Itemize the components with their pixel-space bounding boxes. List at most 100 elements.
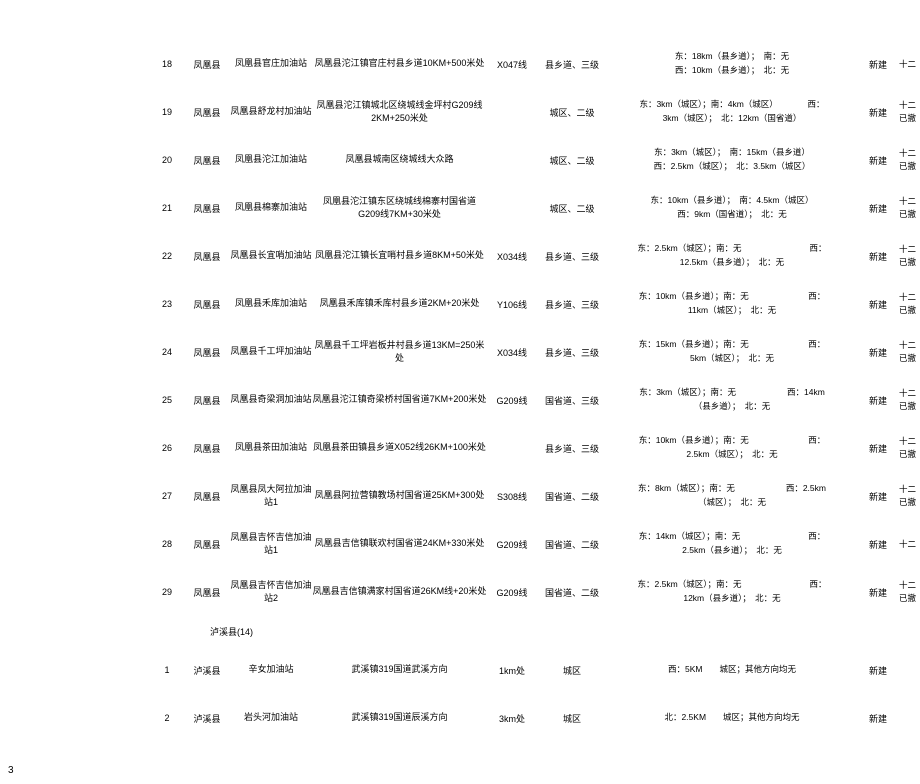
class-cell: 城区 (537, 664, 607, 677)
build-status: 新建 (863, 490, 893, 503)
distance-line-2: （城区）； 北：无 (607, 496, 857, 510)
station-name: 凤凰县沱江加油站 (230, 153, 312, 167)
distance-line-2: 5km（城区）； 北：无 (607, 352, 857, 366)
table-row: 22凤凰县凤凰县长宜哨加油站凤凰县沱江镇长宜哨村县乡道8KM+50米处X034线… (0, 232, 920, 280)
distance-line-2: 西：9km（国省道）； 北：无 (607, 208, 857, 222)
table-row: 25凤凰县凤凰县奇梁洞加油站凤凰县沱江镇奇梁桥村国省道7KM+200米处G209… (0, 376, 920, 424)
station-name: 辛女加油站 (230, 663, 312, 677)
table-row: 18凤凰县凤凰县官庄加油站凤凰县沱江镇官庄村县乡道10KM+500米处X047线… (0, 40, 920, 88)
notes-cell: 十二 (899, 58, 919, 71)
distance-line-2: 11km（城区）； 北：无 (607, 304, 857, 318)
notes-cell: 十二 已撤 (899, 99, 919, 125)
location-cell: 凤凰县吉信镇满家村国省道26KM线+20米处 (312, 585, 487, 599)
class-cell: 国省道、三级 (537, 394, 607, 407)
road-code: G209线 (487, 586, 537, 599)
distance-line-1: 东：18km（县乡道）； 南：无 (607, 50, 857, 64)
table-row: 21凤凰县凤凰县棉寨加油站凤凰县沱江镇东区绕城线棉寨村国省道G209线7KM+3… (0, 184, 920, 232)
table-row: 27凤凰县凤凰县凤大阿拉加油站1凤凰县阿拉营镇教场村国省道25KM+300处S3… (0, 472, 920, 520)
location-cell: 凤凰县茶田镇县乡道X052线26KM+100米处 (312, 441, 487, 455)
section-header-label: 泸溪县(14) (210, 625, 253, 638)
distance-cell: 东：3km（城区）；南：无 西：14km（县乡道）； 北：无 (607, 386, 857, 413)
distance-line-2: 2.5km（县乡道）； 北：无 (607, 544, 857, 558)
station-name: 凤凰县长宜哨加油站 (230, 249, 312, 263)
class-cell: 城区、二级 (537, 106, 607, 119)
station-name: 凤凰县奇梁洞加油站 (230, 393, 312, 407)
distance-cell: 东：10km（县乡道）；南：无 西：11km（城区）； 北：无 (607, 290, 857, 317)
build-status: 新建 (863, 538, 893, 551)
distance-cell: 东：3km（城区）； 南：15km（县乡道）西：2.5km（城区）； 北：3.5… (607, 146, 857, 173)
distance-line-1: 东：10km（县乡道）；南：无 西： (607, 434, 857, 448)
main-rows: 18凤凰县凤凰县官庄加油站凤凰县沱江镇官庄村县乡道10KM+500米处X047线… (0, 40, 920, 616)
row-index: 20 (150, 155, 184, 165)
row-index: 2 (150, 713, 184, 723)
class-cell: 城区、二级 (537, 202, 607, 215)
station-name: 凤凰县禾库加油站 (230, 297, 312, 311)
distance-cell: 东：2.5km（城区）；南：无 西：12km（县乡道）； 北：无 (607, 578, 857, 605)
location-cell: 凤凰县阿拉营镇教场村国省道25KM+300处 (312, 489, 487, 503)
row-index: 19 (150, 107, 184, 117)
build-status: 新建 (863, 250, 893, 263)
secondary-rows: 1泸溪县辛女加油站武溪镇319国道武溪方向1km处城区西：5KM 城区；其他方向… (0, 646, 920, 742)
road-code: Y106线 (487, 298, 537, 311)
distance-line-1: 西：5KM 城区；其他方向均无 (607, 663, 857, 677)
build-status: 新建 (863, 58, 893, 71)
notes-cell: 十二 已撤 (899, 195, 919, 221)
table-row: 19凤凰县凤凰县舒龙村加油站凤凰县沱江镇城北区绕城线金坪村G209线2KM+25… (0, 88, 920, 136)
table-row: 24凤凰县凤凰县千工坪加油站凤凰县千工坪岩板井村县乡道13KM=250米处X03… (0, 328, 920, 376)
row-index: 18 (150, 59, 184, 69)
notes-cell: 十二 已撤 (899, 291, 919, 317)
notes-cell: 十二 已撤 (899, 387, 919, 413)
build-status: 新建 (863, 586, 893, 599)
class-cell: 县乡道、三级 (537, 58, 607, 71)
section-header-row: 泸溪县(14) (0, 616, 920, 646)
class-cell: 县乡道、三级 (537, 346, 607, 359)
row-index: 28 (150, 539, 184, 549)
distance-cell: 北：2.5KM 城区；其他方向均无 (607, 711, 857, 725)
location-cell: 凤凰县沱江镇东区绕城线棉寨村国省道G209线7KM+30米处 (312, 195, 487, 222)
county-cell: 凤凰县 (184, 58, 230, 71)
distance-line-1: 北：2.5KM 城区；其他方向均无 (607, 711, 857, 725)
distance-line-1: 东：2.5km（城区）；南：无 西： (607, 242, 857, 256)
notes-cell: 十二 已撤 (899, 435, 919, 461)
class-cell: 国省道、二级 (537, 490, 607, 503)
location-cell: 凤凰县吉信镇联欢村国省道24KM+330米处 (312, 537, 487, 551)
row-index: 26 (150, 443, 184, 453)
distance-line-2: 12km（县乡道）； 北：无 (607, 592, 857, 606)
distance-line-1: 东：3km（城区）；南：4km（城区） 西： (607, 98, 857, 112)
road-code: G209线 (487, 394, 537, 407)
distance-line-2: 西：2.5km（城区）； 北：3.5km（城区） (607, 160, 857, 174)
class-cell: 国省道、二级 (537, 586, 607, 599)
table-row: 23凤凰县凤凰县禾库加油站凤凰县禾库镇禾库村县乡道2KM+20米处Y106线县乡… (0, 280, 920, 328)
row-index: 24 (150, 347, 184, 357)
distance-cell: 东：3km（城区）；南：4km（城区） 西：3km（城区）； 北：12km（国省… (607, 98, 857, 125)
class-cell: 城区 (537, 712, 607, 725)
table-row: 20凤凰县凤凰县沱江加油站凤凰县城南区绕城线大众路城区、二级东：3km（城区）；… (0, 136, 920, 184)
table-row: 1泸溪县辛女加油站武溪镇319国道武溪方向1km处城区西：5KM 城区；其他方向… (0, 646, 920, 694)
location-cell: 凤凰县沱江镇城北区绕城线金坪村G209线2KM+250米处 (312, 99, 487, 126)
row-index: 1 (150, 665, 184, 675)
station-name: 凤凰县棉寨加油站 (230, 201, 312, 215)
distance-line-2: 西：10km（县乡道）； 北：无 (607, 64, 857, 78)
distance-line-1: 东：3km（城区）； 南：15km（县乡道） (607, 146, 857, 160)
distance-cell: 东：10km（县乡道）； 南：4.5km（城区）西：9km（国省道）； 北：无 (607, 194, 857, 221)
road-code: X034线 (487, 346, 537, 359)
distance-line-2: 2.5km（城区）； 北：无 (607, 448, 857, 462)
table-row: 26凤凰县凤凰县茶田加油站凤凰县茶田镇县乡道X052线26KM+100米处县乡道… (0, 424, 920, 472)
county-cell: 凤凰县 (184, 538, 230, 551)
road-code: G209线 (487, 538, 537, 551)
county-cell: 凤凰县 (184, 154, 230, 167)
station-name: 凤凰县凤大阿拉加油站1 (230, 483, 312, 510)
road-code: 3km处 (487, 712, 537, 725)
build-status: 新建 (863, 106, 893, 119)
notes-cell: 十二 已撤 (899, 579, 919, 605)
class-cell: 县乡道、三级 (537, 250, 607, 263)
location-cell: 凤凰县沱江镇官庄村县乡道10KM+500米处 (312, 57, 487, 71)
location-cell: 凤凰县禾库镇禾库村县乡道2KM+20米处 (312, 297, 487, 311)
county-cell: 凤凰县 (184, 586, 230, 599)
distance-line-2: 12.5km（县乡道）； 北：无 (607, 256, 857, 270)
distance-line-1: 东：10km（县乡道）；南：无 西： (607, 290, 857, 304)
station-name: 岩头河加油站 (230, 711, 312, 725)
road-code: S308线 (487, 490, 537, 503)
row-index: 22 (150, 251, 184, 261)
build-status: 新建 (863, 664, 893, 677)
